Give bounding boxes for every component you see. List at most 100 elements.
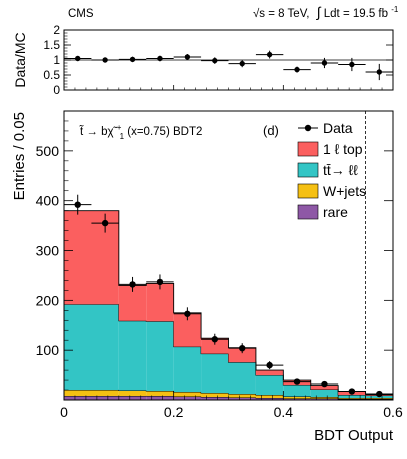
data-points: [64, 194, 393, 398]
data-point: [266, 361, 273, 369]
annotation-sup: +: [117, 123, 122, 132]
main-x-tick-label: 0.2: [164, 404, 184, 420]
bar-tt-: [173, 346, 202, 393]
bar-tt-: [146, 321, 174, 392]
legend-label: rare: [323, 204, 348, 220]
bar-tt-: [201, 353, 229, 394]
bar-1-top: [146, 283, 174, 322]
bar-w-jets: [146, 391, 174, 397]
ratio-y-tick-label: 0: [53, 83, 60, 97]
stacked-histogram: [63, 210, 394, 400]
annotation-sub: 1: [120, 132, 125, 141]
bar-w-jets: [118, 390, 147, 397]
bar-tt-: [228, 362, 256, 395]
main-x-tick-label: 0.4: [274, 404, 294, 420]
main-y-tick-label: 500: [36, 143, 60, 159]
data-point: [101, 219, 109, 227]
ratio-point: [349, 61, 355, 68]
data-point: [184, 310, 191, 317]
main-x-tick-label: 0: [60, 404, 68, 420]
data-point: [376, 390, 383, 398]
main-x-ticks: 0 0.2 0.4 0.6: [60, 85, 403, 420]
legend-swatch: [297, 204, 319, 220]
data-point: [239, 344, 246, 352]
data-point: [348, 388, 356, 395]
legend-label: tt̄→ ℓℓ: [323, 162, 358, 178]
bar-1-top: [201, 338, 229, 354]
bar-rare: [228, 397, 256, 400]
data-point: [211, 336, 218, 343]
legend-swatch: [297, 162, 319, 178]
legend-data-marker: [304, 124, 312, 132]
ratio-y-axis-title: Data/MC: [12, 32, 28, 87]
ratio-point: [157, 55, 163, 62]
bar-1-top: [310, 385, 339, 390]
bar-w-jets: [255, 395, 284, 399]
legend-label: W+jets: [323, 183, 366, 199]
ratio-y-tick-label: 2: [53, 23, 60, 37]
bar-rare: [173, 396, 202, 400]
main-y-axis-title: Entries / 0.05: [11, 112, 28, 200]
ratio-panel: 00.511.52 Data/MC: [12, 23, 394, 97]
ratio-point: [294, 66, 300, 73]
main-y-tick-label: 100: [36, 342, 60, 358]
bar-rare: [118, 396, 147, 400]
bar-w-jets: [64, 390, 119, 397]
annotation-tail: (x=0.75) BDT2: [127, 126, 202, 138]
bar-rare: [64, 396, 119, 400]
bar-rare: [283, 398, 311, 400]
bar-w-jets: [228, 394, 256, 398]
bar-1-top: [64, 210, 119, 305]
energy-label: √s = 8 TeV, ∫ Ldt = 19.5 fb -1: [253, 4, 399, 20]
bar-tt-: [64, 304, 119, 391]
bar-w-jets: [310, 397, 339, 399]
bar-rare: [201, 397, 229, 400]
bar-tt-: [338, 395, 366, 399]
x-axis-title: BDT Output: [314, 427, 394, 444]
ratio-point: [102, 57, 108, 63]
data-point: [74, 201, 81, 208]
bar-w-jets: [283, 396, 311, 399]
ratio-point: [75, 55, 81, 62]
main-y-ticks: 100 200 300 400 500: [36, 120, 393, 391]
bar-tt-: [255, 375, 284, 396]
bar-rare: [255, 398, 284, 400]
ratio-points: [64, 50, 393, 81]
ratio-point: [239, 60, 245, 67]
bar-1-top: [228, 347, 256, 363]
ratio-y-ticks: 00.511.52: [43, 23, 393, 97]
energy-text: √s = 8 TeV,: [253, 7, 310, 20]
ratio-y-tick-label: 1: [53, 53, 60, 67]
ratio-point: [376, 69, 382, 75]
signal-annotation: t̃ → bχ̃ + 1 (x=0.75) BDT2: [79, 121, 203, 142]
lumi-integral: ∫: [316, 4, 322, 20]
experiment-label: CMS: [68, 8, 94, 20]
data-point: [293, 378, 301, 385]
main-y-tick-label: 300: [36, 243, 60, 259]
main-x-tick-label: 0.6: [383, 404, 403, 420]
main-y-tick-label: 200: [36, 292, 60, 308]
main-y-tick-label: 400: [36, 193, 60, 209]
lumi-exponent: -1: [391, 5, 399, 14]
main-panel: 100 200 300 400 500 0 0.2 0.4 0.6 Entries / 0.0…: [11, 85, 403, 444]
bar-rare: [146, 396, 174, 400]
ratio-y-tick-label: 0.5: [43, 68, 60, 82]
legend: Data 1 ℓ top tt̄→ ℓℓ W+jets rare: [297, 120, 366, 220]
data-point: [321, 380, 328, 388]
data-point: [129, 281, 136, 288]
bar-tt-: [118, 320, 147, 391]
bar-w-jets: [338, 398, 366, 400]
bar-1-top: [255, 370, 284, 376]
bar-w-jets: [173, 392, 202, 397]
lumi-text: Ldt = 19.5 fb: [324, 8, 388, 20]
legend-swatch: [297, 183, 319, 199]
bar-tt-: [283, 385, 311, 397]
legend-label: Data: [323, 120, 353, 136]
data-point: [156, 278, 164, 286]
ratio-y-tick-label: 1.5: [43, 38, 60, 52]
panel-label: (d): [263, 123, 279, 138]
ratio-point: [184, 54, 191, 60]
ratio-point: [129, 56, 136, 63]
bar-tt-: [310, 389, 339, 398]
